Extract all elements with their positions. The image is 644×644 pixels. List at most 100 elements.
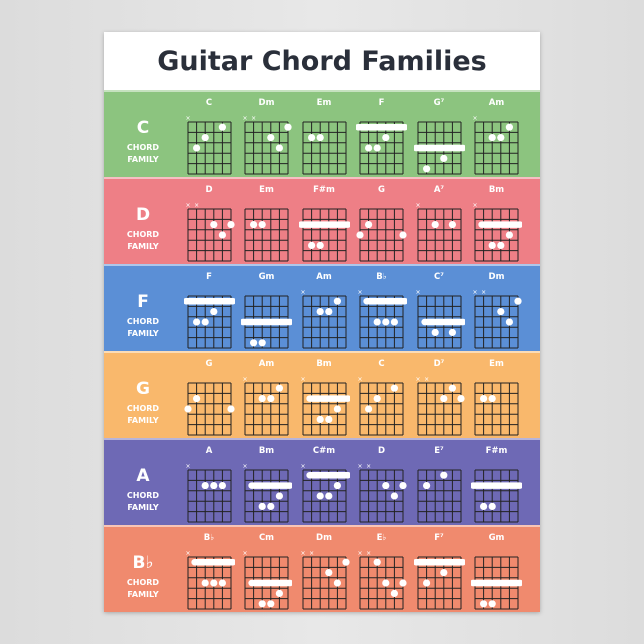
finger-dot [373, 318, 381, 326]
chord-grid: × [300, 376, 350, 436]
finger-dot [497, 308, 505, 316]
finger-dot [324, 415, 332, 423]
finger-dot [258, 395, 266, 403]
finger-dot [497, 134, 505, 142]
finger-dot [333, 482, 341, 490]
chord-diagram: G⁷ [411, 98, 467, 176]
chord-grid: × × [185, 202, 235, 262]
muted-string-mark: × [415, 289, 420, 296]
chord-diagram: Em [239, 185, 295, 263]
chord-grid [471, 469, 522, 523]
muted-string-mark: × [357, 463, 362, 470]
chord-grid: × [242, 376, 289, 436]
finger-dot [267, 600, 275, 608]
finger-dot [324, 569, 332, 577]
chord-name: Em [259, 185, 274, 195]
family-subtitle: CHORD [126, 578, 160, 587]
family-subtitle: FAMILY [127, 503, 159, 512]
finger-dot [316, 241, 324, 249]
chord-name: Dm [488, 272, 505, 282]
family-key: D [135, 205, 151, 225]
family-subtitle: CHORD [126, 404, 160, 413]
finger-dot [456, 395, 465, 403]
finger-dot [192, 318, 200, 326]
chord-grid [241, 295, 292, 349]
family-row-3: G CHORD FAMILY G Am × Bm × C × D⁷ × × Em [104, 351, 540, 438]
chord-name: Bm [488, 185, 505, 195]
chord-name: Am [316, 272, 332, 282]
muted-string-mark: × [309, 550, 314, 557]
chord-name: Dm [316, 533, 332, 543]
finger-dot [448, 221, 456, 229]
muted-string-mark: × [415, 202, 420, 209]
muted-string-mark: × [472, 115, 477, 122]
family-subtitle: FAMILY [127, 329, 159, 338]
muted-string-mark: × [357, 289, 362, 296]
muted-string-mark: × [300, 463, 305, 470]
finger-dot [209, 308, 217, 316]
poster-title: Guitar Chord Families [157, 45, 487, 77]
chord-name: F#m [485, 446, 508, 456]
muted-string-mark: × [185, 115, 190, 122]
finger-dot [390, 318, 398, 326]
finger-dot [267, 502, 275, 510]
chord-grid [298, 208, 350, 262]
family-label: A CHORD FAMILY [104, 466, 182, 514]
chord-diagram: C⁷ × [411, 272, 467, 350]
finger-dot [497, 241, 505, 249]
family-subtitle: CHORD [126, 317, 160, 326]
chord-diagram: B♭ × [354, 272, 410, 350]
finger-dot [324, 308, 332, 316]
family-label: D CHORD FAMILY [104, 205, 182, 253]
chord-diagram: Em [469, 359, 525, 437]
finger-dot [192, 395, 200, 403]
finger-dot [316, 492, 324, 500]
family-row-0: C CHORD FAMILY C × Dm × × Em F G⁷ Am × [104, 90, 540, 177]
family-subtitle: CHORD [126, 230, 160, 239]
finger-dot [307, 134, 315, 142]
finger-dot [488, 502, 496, 510]
finger-dot [382, 482, 390, 490]
chord-diagram: Dm × × [296, 533, 352, 611]
chord-grid: × × [357, 463, 407, 523]
chord-diagram: F [354, 98, 410, 176]
chord-name: C#m [312, 446, 336, 456]
muted-string-mark: × [415, 376, 420, 383]
chord-diagram: C × [181, 98, 237, 176]
family-key: C [136, 118, 150, 138]
muted-string-mark: × [366, 463, 371, 470]
muted-string-mark: × [194, 202, 199, 209]
chord-name: C⁷ [434, 272, 444, 282]
chord-name: F⁷ [434, 533, 444, 543]
chord-name: F [378, 98, 385, 108]
muted-string-mark: × [242, 463, 247, 470]
muted-string-mark: × [242, 115, 247, 122]
finger-dot [399, 579, 407, 587]
chord-diagram: F [181, 272, 237, 350]
family-key: A [136, 466, 150, 486]
finger-dot [514, 297, 522, 305]
chord-diagram: D⁷ × × [411, 359, 467, 437]
finger-dot [365, 221, 373, 229]
finger-dot [439, 471, 447, 479]
chord-name: G [378, 185, 385, 195]
chord-diagram: Am × [469, 98, 525, 176]
chord-name: Cm [258, 533, 275, 543]
chord-diagram: F⁷ [411, 533, 467, 611]
chord-grid [302, 121, 346, 175]
muted-string-mark: × [366, 550, 371, 557]
chord-grid: × [472, 115, 519, 175]
chord-grid: × [415, 289, 465, 349]
finger-dot [448, 384, 456, 392]
finger-dot [373, 395, 381, 403]
chord-diagram: D × × [181, 185, 237, 263]
muted-string-mark: × [357, 550, 362, 557]
chord-name: E♭ [376, 533, 387, 543]
chord-name: B♭ [376, 272, 387, 282]
chord-name: A [205, 446, 213, 456]
finger-dot [480, 502, 488, 510]
finger-dot [192, 144, 200, 152]
finger-dot [390, 384, 398, 392]
family-row-4: A CHORD FAMILY A × Bm × C#m × D × × E⁷ F#m [104, 438, 540, 525]
finger-dot [316, 308, 324, 316]
